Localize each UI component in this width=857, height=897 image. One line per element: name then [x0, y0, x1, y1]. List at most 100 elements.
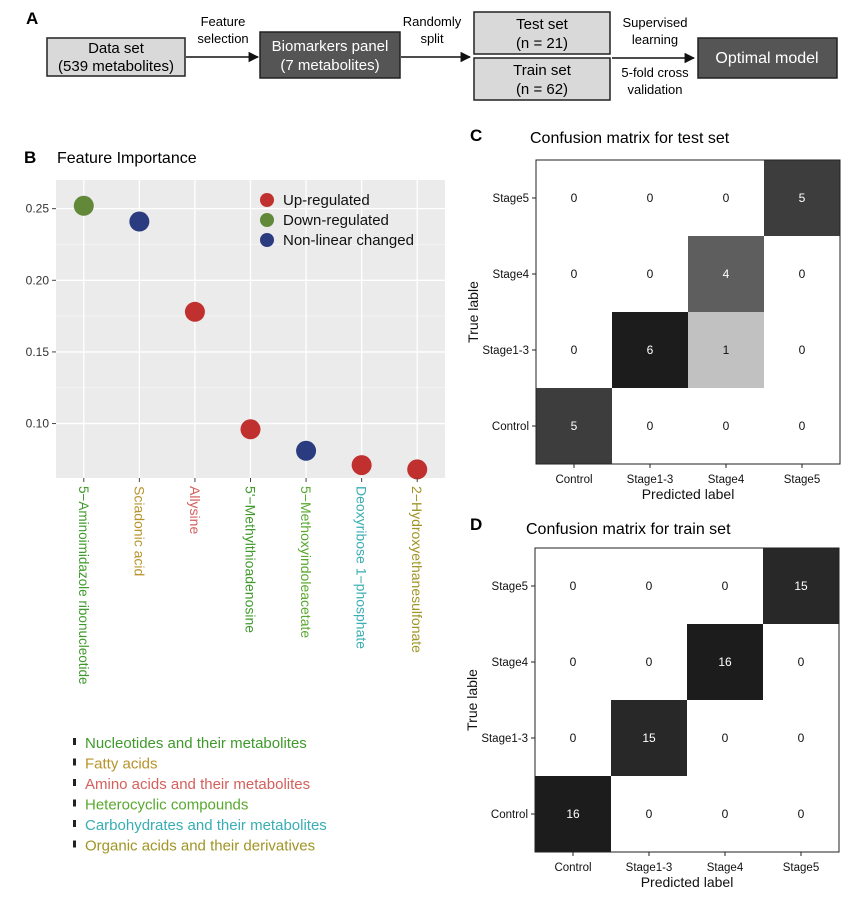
- matrix-cell: [535, 700, 611, 776]
- y-axis-label: True lable: [464, 669, 480, 731]
- x-tick-label: Control: [554, 862, 591, 874]
- feature-selection-line1: Feature: [201, 14, 246, 29]
- matrix-cell: [688, 312, 764, 388]
- y-tick-label: 0.20: [26, 273, 50, 287]
- x-tick-label: Deoxyribose 1−phosphate: [354, 486, 370, 649]
- matrix-cell: [687, 548, 763, 624]
- y-axis-label: True lable: [465, 281, 481, 343]
- matrix-cell: [535, 548, 611, 624]
- cell-value: 4: [723, 267, 730, 281]
- panel-c-letter: C: [470, 126, 482, 145]
- category-label: Carbohydrates and their metabolites: [85, 817, 327, 834]
- cell-value: 0: [722, 579, 729, 593]
- legend-marker: [260, 193, 274, 207]
- x-axis-label: Predicted label: [641, 874, 734, 890]
- cell-value: 0: [798, 655, 805, 669]
- y-tick-label: Stage1-3: [481, 733, 528, 745]
- y-tick-label: Stage1-3: [482, 345, 529, 357]
- cell-value: 0: [646, 655, 653, 669]
- matrix-cell: [612, 160, 688, 236]
- data-point: [351, 455, 372, 476]
- x-axis-label: Predicted label: [642, 486, 735, 502]
- category-label: Amino acids and their metabolites: [85, 776, 310, 793]
- category-legend: Nucleotides and their metabolites Fatty a…: [73, 735, 327, 855]
- x-tick-label: Stage5: [784, 474, 820, 486]
- x-tick-label: 5'−Methylthioadenosine: [243, 486, 259, 633]
- biomarkers-box: [259, 31, 401, 79]
- matrix-cell: [611, 624, 687, 700]
- legend: Up-regulated Down-regulated Non-linear cha…: [260, 192, 414, 249]
- panel-b-title: Feature Importance: [57, 150, 197, 167]
- x-tick-label: 5−Methoxyindoleacetate: [298, 486, 314, 638]
- category-bullet: [73, 738, 76, 745]
- optimal-model-box: [697, 37, 838, 79]
- matrix-cell: [687, 700, 763, 776]
- cell-value: 0: [571, 191, 578, 205]
- cell-value: 0: [647, 191, 654, 205]
- test-set-line1: Test set: [516, 16, 569, 33]
- cv-line1: 5-fold cross: [621, 65, 689, 80]
- supervised-line1: Supervised: [622, 15, 687, 30]
- matrix-cell: [612, 312, 688, 388]
- cell-value: 16: [718, 655, 732, 669]
- cell-value: 0: [798, 731, 805, 745]
- matrix-cell: [763, 700, 839, 776]
- x-tick-label: Sciadonic acid: [131, 486, 147, 576]
- cell-value: 0: [723, 191, 730, 205]
- category-label: Nucleotides and their metabolites: [85, 735, 307, 752]
- legend-marker: [260, 213, 274, 227]
- matrix-cell: [611, 548, 687, 624]
- panel-b-feature-importance: B Feature Importance 0.10 0.15 0.20 0.25 5−…: [24, 148, 445, 855]
- data-point: [407, 459, 428, 480]
- cell-value: 0: [799, 419, 806, 433]
- data-point: [184, 301, 205, 322]
- matrix-cell: [687, 776, 763, 852]
- matrix-cell: [535, 624, 611, 700]
- dataset-box-line2: (539 metabolites): [58, 58, 174, 75]
- y-tick-label: Stage4: [493, 269, 530, 281]
- cell-value: 0: [571, 343, 578, 357]
- category-label: Heterocyclic compounds: [85, 797, 248, 814]
- biomarkers-box-line1: Biomarkers panel: [272, 38, 389, 55]
- x-tick-label: 5−Aminoimidazole ribonucleotide: [76, 486, 91, 685]
- matrix-cell: [536, 236, 612, 312]
- panel-d-confusion-train: D Confusion matrix for train set 0 0 0 15 St…: [464, 515, 840, 890]
- cell-value: 0: [570, 655, 577, 669]
- test-set-line2: (n = 21): [516, 35, 568, 52]
- cell-value: 0: [646, 807, 653, 821]
- matrix-cell: [764, 236, 840, 312]
- y-tick-label: Control: [492, 421, 529, 433]
- matrix-cell: [611, 776, 687, 852]
- category-bullet: [73, 840, 76, 848]
- cv-line2: validation: [628, 82, 683, 97]
- x-tick-label: Stage5: [783, 862, 819, 874]
- feature-selection-line2: selection: [197, 31, 248, 46]
- train-set-line1: Train set: [513, 62, 572, 79]
- data-point: [296, 440, 317, 461]
- y-tick-label: Stage5: [493, 193, 529, 205]
- y-tick-label: 0.10: [26, 417, 50, 431]
- matrix-cell: [764, 388, 840, 464]
- cell-value: 0: [799, 343, 806, 357]
- panel-d-letter: D: [470, 515, 482, 534]
- x-tick-label: 2−Hydroxyethanesulfonate: [409, 486, 425, 653]
- train-set-line2: (n = 62): [516, 81, 568, 98]
- y-tick-label: Control: [491, 809, 528, 821]
- cell-value: 5: [571, 419, 578, 433]
- data-points: [73, 195, 428, 480]
- x-tick-label: Control: [555, 474, 592, 486]
- matrix-cell: [764, 160, 840, 236]
- panel-c-title: Confusion matrix for test set: [530, 130, 730, 147]
- optimal-model-label: Optimal model: [715, 50, 818, 67]
- cell-value: 0: [798, 807, 805, 821]
- matrix-cell: [536, 160, 612, 236]
- matrix-cell: [612, 236, 688, 312]
- cell-value: 0: [647, 419, 654, 433]
- biomarkers-box-line2: (7 metabolites): [280, 57, 379, 74]
- panel-d-title: Confusion matrix for train set: [526, 521, 731, 538]
- x-tick-label: Stage4: [708, 474, 745, 486]
- data-point: [240, 419, 261, 440]
- y-tick-label: Stage4: [492, 657, 529, 669]
- cell-value: 5: [799, 191, 806, 205]
